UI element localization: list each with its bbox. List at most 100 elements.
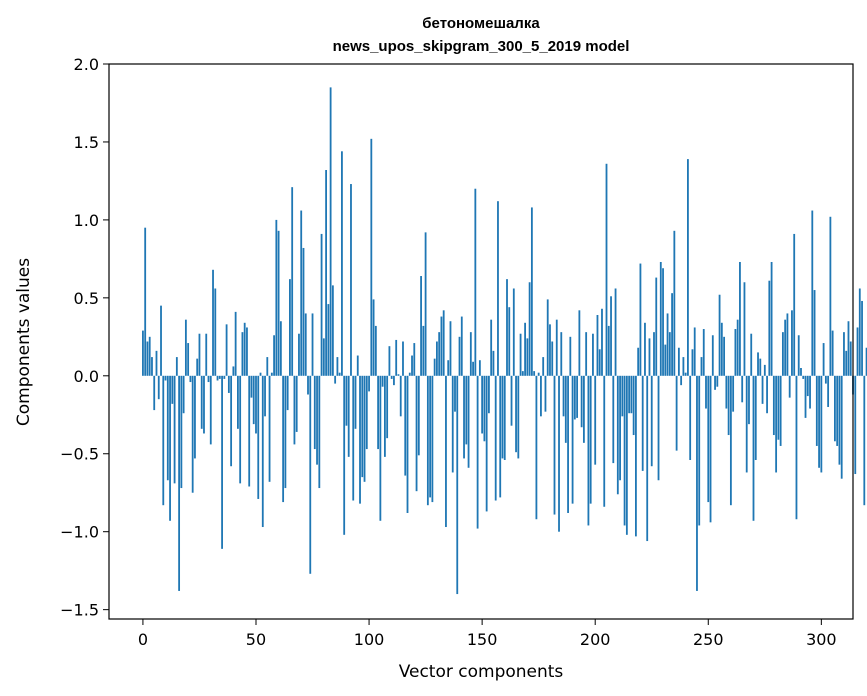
bar-296 (811, 210, 814, 376)
bar-108 (386, 375, 389, 439)
bar-157 (497, 201, 499, 376)
bar-34 (218, 375, 221, 379)
bar-320 (865, 347, 867, 376)
bar-78 (318, 375, 321, 489)
bar-54 (264, 375, 266, 417)
bar-144 (467, 375, 470, 468)
bar-172 (530, 207, 533, 376)
bar-19 (184, 319, 187, 376)
bar-175 (537, 372, 540, 376)
bar-62 (282, 375, 285, 503)
y-tick-label: −1.0 (60, 523, 99, 542)
bar-117 (406, 375, 409, 513)
bar-139 (456, 375, 459, 595)
bar-240 (684, 372, 687, 376)
bar-21 (189, 375, 192, 383)
bar-304 (829, 216, 832, 376)
bar-190 (571, 375, 574, 504)
bar-203 (601, 308, 603, 376)
bar-284 (784, 319, 787, 376)
bar-11 (166, 375, 169, 481)
bar-5 (153, 375, 156, 411)
bar-310 (843, 332, 845, 376)
bar-63 (284, 375, 287, 489)
bar-124 (422, 325, 425, 376)
bar-118 (408, 372, 411, 376)
bar-38 (227, 375, 230, 393)
bar-30 (209, 375, 212, 445)
bar-290 (797, 335, 800, 376)
bar-28 (205, 333, 208, 376)
bar-252 (711, 335, 714, 376)
bar-6 (155, 350, 158, 376)
bar-101 (370, 138, 373, 376)
bar-121 (415, 375, 418, 492)
bar-200 (594, 375, 597, 465)
x-axis-label: Vector components (399, 662, 564, 682)
bar-182 (553, 375, 556, 515)
bar-64 (286, 375, 289, 411)
bar-112 (395, 339, 398, 376)
bar-169 (524, 322, 526, 376)
bar-270 (752, 375, 755, 521)
bar-237 (677, 347, 680, 376)
plot-frame (108, 63, 854, 620)
bar-75 (311, 313, 314, 376)
bar-18 (182, 375, 185, 414)
bar-217 (632, 375, 635, 436)
bar-287 (791, 310, 793, 376)
y-axis-ticks: −1.5 −1.0 −0.5 0.0 0.5 1.0 1.5 2.0 (60, 55, 109, 620)
bar-66 (291, 187, 294, 376)
bar-43 (239, 375, 242, 484)
bar-278 (770, 261, 773, 376)
bar-241 (687, 159, 689, 376)
bar-41 (234, 311, 237, 376)
bar-133 (442, 310, 445, 376)
bar-283 (781, 332, 784, 376)
bar-51 (257, 375, 260, 499)
bar-14 (173, 375, 176, 484)
bar-234 (671, 293, 673, 376)
bar-93 (352, 375, 355, 501)
bar-177 (542, 357, 545, 376)
bar-105 (379, 375, 382, 521)
bar-115 (402, 341, 404, 376)
bar-211 (619, 375, 621, 481)
bar-209 (614, 288, 617, 376)
bar-299 (818, 375, 820, 468)
bar-249 (705, 375, 707, 409)
bar-106 (381, 375, 384, 387)
bar-235 (673, 230, 676, 376)
y-tick-label: −0.5 (60, 445, 99, 464)
bar-264 (739, 261, 741, 376)
bar-274 (761, 375, 764, 404)
bar-140 (458, 336, 461, 376)
bar-125 (424, 232, 427, 376)
bar-20 (187, 343, 190, 376)
bar-276 (766, 375, 768, 414)
bar-154 (490, 319, 493, 376)
bar-171 (528, 282, 531, 376)
bar-103 (374, 325, 377, 376)
bar-277 (768, 280, 771, 376)
bar-228 (657, 375, 660, 481)
bar-137 (451, 375, 454, 473)
bar-4 (151, 357, 153, 376)
bar-286 (788, 375, 791, 398)
bar-213 (623, 375, 626, 526)
bar-138 (454, 375, 456, 412)
bar-116 (404, 375, 407, 476)
bar-96 (359, 375, 361, 504)
x-tick-label: 200 (580, 630, 611, 649)
bar-72 (304, 313, 307, 376)
bar-37 (225, 324, 228, 376)
bar-86 (336, 357, 339, 376)
bar-262 (734, 329, 737, 376)
bar-246 (698, 375, 701, 526)
bar-218 (635, 375, 637, 537)
bar-68 (295, 375, 298, 432)
bar-174 (535, 375, 538, 520)
bar-90 (345, 375, 348, 426)
bar-239 (682, 357, 685, 376)
x-tick-label: 250 (693, 630, 724, 649)
